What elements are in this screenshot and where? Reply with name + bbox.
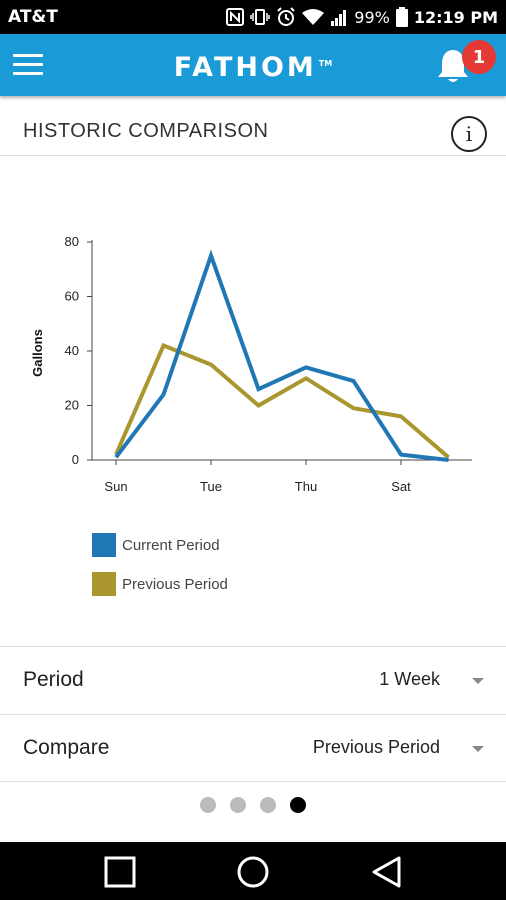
legend-swatch-current [92,533,116,557]
x-tick-label: Sat [391,479,411,494]
system-nav-bar [0,842,506,900]
recent-apps-button[interactable] [103,855,137,889]
home-icon [237,856,269,888]
menu-button[interactable] [13,52,45,78]
info-icon[interactable]: i [451,116,487,152]
bell-icon [438,50,468,82]
nfc-icon [226,8,245,26]
wifi-icon [302,8,325,26]
dropdown-arrow-icon [472,746,484,752]
y-axis-label: Gallons [30,329,45,377]
series-line-previous-period [114,342,450,459]
page-dot[interactable] [230,797,246,813]
chart: 0 20 40 60 80 Sun Tue Thu Sat Gallons [0,220,506,520]
line-chart: 0 20 40 60 80 Sun Tue Thu Sat Gallons [30,234,472,494]
dropdown-arrow-icon [472,678,484,684]
back-button[interactable] [370,855,404,889]
section-header: HISTORIC COMPARISON i [0,104,506,156]
period-select[interactable]: Period 1 Week [0,646,506,714]
legend-label-current: Current Period [122,536,220,554]
home-button[interactable] [236,855,270,889]
status-icons: 99% 12:19 PM [226,7,498,27]
legend-swatch-previous [92,572,116,596]
signal-icon [330,8,348,26]
hamburger-icon-line [13,72,43,75]
hamburger-icon-line [13,54,43,57]
series-line-current-period [114,249,449,462]
alarm-icon [276,7,296,27]
recent-apps-icon [104,856,136,888]
app-logo: FATHOM TM [0,52,506,83]
y-tick-label: 40 [65,343,79,358]
hamburger-icon-line [13,63,43,66]
clock: 12:19 PM [413,7,498,27]
legend-label-previous: Previous Period [122,575,228,593]
notifications-button[interactable] [433,46,473,86]
x-tick-label: Sun [104,479,127,494]
period-label: Period [23,668,84,691]
x-tick-label: Thu [295,479,317,494]
page-title: HISTORIC COMPARISON [23,120,269,142]
legend-item-current: Current Period [92,533,228,557]
page-indicator [200,797,306,813]
period-value: 1 Week [379,669,440,689]
page-dot[interactable] [200,797,216,813]
x-tick-label: Tue [200,479,222,494]
chart-legend: Current Period Previous Period [92,533,228,611]
y-tick-label: 0 [72,452,79,467]
compare-label: Compare [23,736,110,759]
legend-item-previous: Previous Period [92,572,228,596]
compare-select[interactable]: Compare Previous Period [0,714,506,782]
battery-icon [395,7,408,27]
vibrate-icon [250,8,271,26]
page-dot[interactable] [260,797,276,813]
compare-value: Previous Period [312,737,440,757]
carrier-label: AT&T [8,7,58,27]
app-bar: FATHOM TM [0,34,506,96]
app-title: FATHOM [173,52,317,83]
notification-badge[interactable]: 1 [462,40,496,74]
back-icon [372,856,401,888]
trademark-mark: TM [318,59,333,68]
battery-percent: 99% [354,7,390,27]
status-bar: AT&T 99% 12:19 PM [0,0,506,34]
y-tick-label: 20 [65,398,79,413]
page-dot[interactable] [290,797,306,813]
y-tick-label: 80 [65,234,79,249]
y-tick-label: 60 [65,289,79,304]
